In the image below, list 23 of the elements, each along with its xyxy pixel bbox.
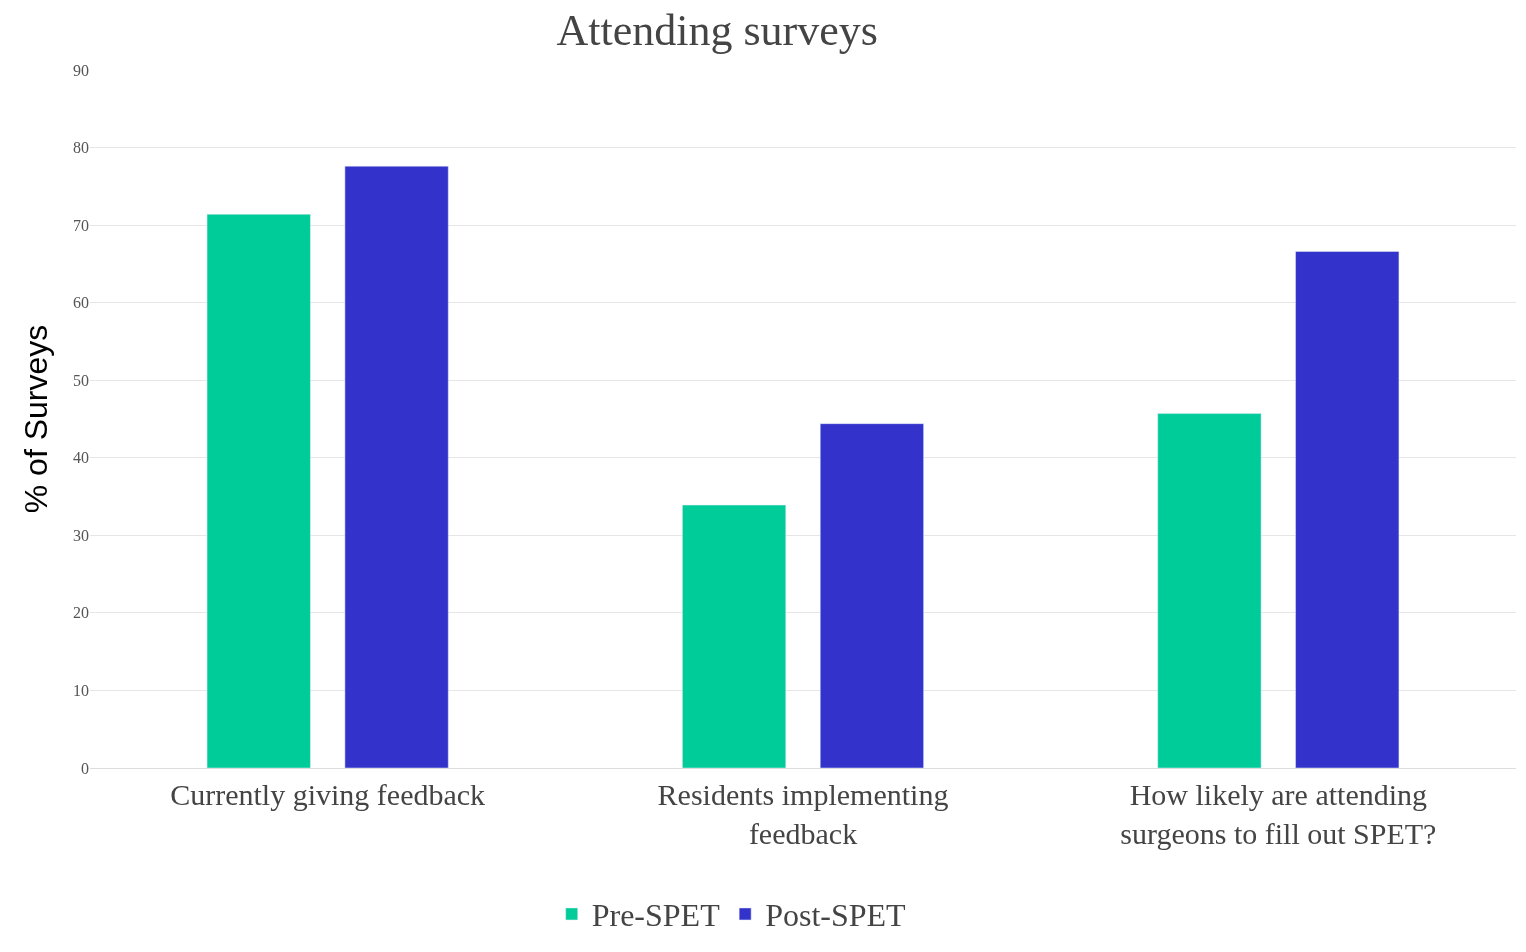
y-tick-label: 60 (73, 294, 89, 312)
y-tick-label: 40 (73, 449, 89, 467)
y-axis-title: % of Surveys (18, 324, 55, 514)
x-tick-label: How likely are attending surgeons to fill out SPET? (1120, 778, 1437, 850)
y-tick-label: 30 (73, 526, 89, 544)
bar (206, 214, 311, 768)
legend-label: Pre-SPET (591, 897, 721, 934)
y-tick-label: 20 (73, 604, 89, 622)
y-tick-label: 90 (73, 61, 89, 79)
bar (1295, 251, 1400, 768)
bar (819, 423, 924, 768)
bar (344, 165, 449, 768)
y-tick-label: 80 (73, 139, 89, 157)
bar (1157, 413, 1262, 768)
y-tick-label: 0 (81, 759, 89, 777)
y-tick-label: 50 (73, 371, 89, 389)
bar (682, 504, 787, 768)
y-tick-label: 70 (73, 216, 89, 234)
y-tick-label: 10 (73, 682, 89, 700)
x-tick-label: Residents implementing feedback (657, 778, 949, 850)
x-tick-label: Currently giving feedback (170, 778, 486, 811)
legend-label: Post-SPET (765, 897, 907, 934)
chart-title: Attending surveys (556, 6, 878, 56)
